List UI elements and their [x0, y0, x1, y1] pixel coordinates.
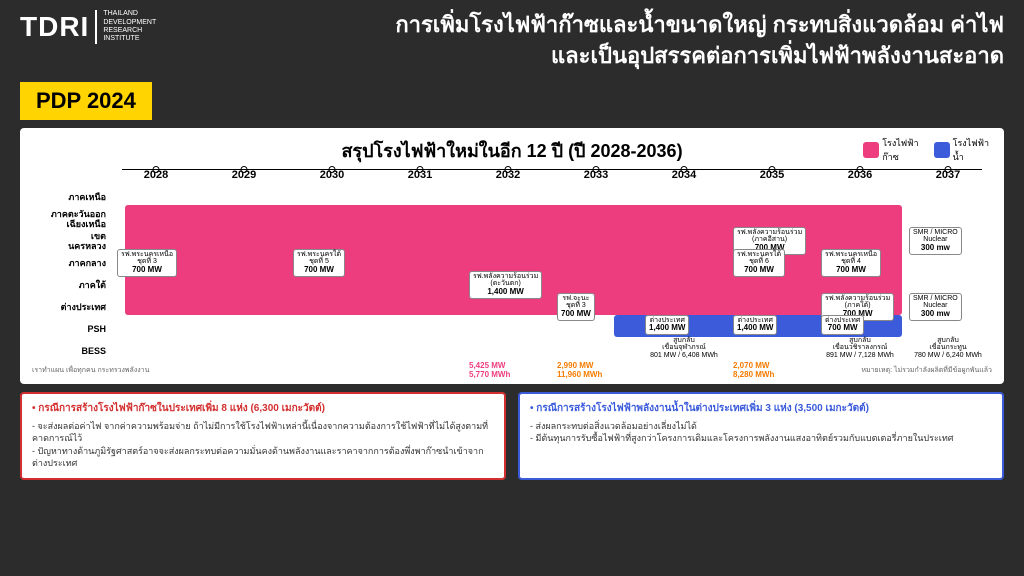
row-label: ภาคใต้ [32, 281, 112, 291]
row-label: ภาคตะวันออก เฉียงเหนือ [32, 210, 112, 230]
box-hydro: • กรณีการสร้างโรงไฟฟ้าพลังงานน้ำในต่างปร… [518, 392, 1004, 480]
notes: เราทำแผน เพื่อทุกคน กระทรวงพลังงาน หมายเ… [32, 365, 992, 376]
box-gas-title: • กรณีการสร้างโรงไฟฟ้าก๊าซในประเทศเพิ่ม … [32, 402, 494, 416]
logo-divider [95, 10, 97, 44]
box-gas-body: - จะส่งผลต่อค่าไฟ จากค่าความพร้อมจ่าย ถ้… [32, 420, 494, 470]
bess-item: 5,425 MW5,770 MWh [469, 361, 510, 379]
legend: โรงไฟฟ้า ก๊าซ โรงไฟฟ้า น้ำ [863, 136, 989, 164]
logo-text: TDRI [20, 11, 89, 43]
note-right: หมายเหตุ: ไม่รวมกำลังผลิตที่มีข้อผูกพันแ… [861, 365, 992, 376]
year-row: 2028202920302031203220332034203520362037 [112, 169, 992, 181]
row-label: BESS [32, 347, 112, 357]
plant-box: ต่างประเทศ1,400 MW [645, 315, 689, 335]
rows: ภาคเหนือภาคตะวันออก เฉียงเหนือเขต นครหลว… [32, 187, 992, 363]
psh-item: สูบกลับเขื่อนกระทูน780 MW / 6,240 MWh [894, 337, 1002, 360]
legend-hydro: โรงไฟฟ้า น้ำ [934, 136, 989, 164]
legend-hydro-label: โรงไฟฟ้า น้ำ [953, 136, 989, 164]
legend-gas-label: โรงไฟฟ้า ก๊าซ [882, 136, 918, 164]
row-label: ต่างประเทศ [32, 303, 112, 313]
bess-item: 2,990 MW11,960 MWh [557, 361, 602, 379]
plant-box: รฟ.พระนครเหนือชุดที่ 3700 MW [117, 249, 177, 277]
chart-panel: สรุปโรงไฟฟ้าใหม่ในอีก 12 ปี (ปี 2028-203… [20, 128, 1004, 384]
pdp-badge: PDP 2024 [20, 82, 152, 120]
year-2037: 2037 [904, 169, 992, 181]
plant-box: SMR / MICRONuclear300 mw [909, 227, 962, 255]
chart-title: สรุปโรงไฟฟ้าใหม่ในอีก 12 ปี (ปี 2028-203… [32, 136, 992, 165]
year-2034: 2034 [640, 169, 728, 181]
row-content [112, 209, 992, 231]
psh-item: สูบกลับเขื่อนจุฬาภรณ์801 MW / 6,408 MWh [630, 337, 738, 360]
year-2030: 2030 [288, 169, 376, 181]
plant-box: รฟ.พระนครเหนือชุดที่ 4700 MW [821, 249, 881, 277]
info-boxes: • กรณีการสร้างโรงไฟฟ้าก๊าซในประเทศเพิ่ม … [20, 392, 1004, 480]
plant-box: รฟ.พระนครใต้ชุดที่ 6700 MW [733, 249, 785, 277]
plant-box: รฟ.พระนครใต้ชุดที่ 5700 MW [293, 249, 345, 277]
note-left: เราทำแผน เพื่อทุกคน กระทรวงพลังงาน [32, 365, 149, 376]
page-title: การเพิ่มโรงไฟฟ้าก๊าซและน้ำขนาดใหญ่ กระทบ… [171, 10, 1004, 72]
bess-item: 2,070 MW8,280 MWh [733, 361, 774, 379]
plant-box: รฟ.พลังความร้อนร่วม(ตะวันตก)1,400 MW [469, 271, 542, 299]
year-2028: 2028 [112, 169, 200, 181]
year-2032: 2032 [464, 169, 552, 181]
row-content [112, 187, 992, 209]
box-hydro-title: • กรณีการสร้างโรงไฟฟ้าพลังงานน้ำในต่างปร… [530, 402, 992, 416]
plant-box: SMR / MICRONuclear300 mw [909, 293, 962, 321]
row-label: ภาคกลาง [32, 259, 112, 269]
plant-box: ต่างประเทศ700 MW [821, 315, 864, 335]
plant-box: รฟ.จะนะชุดที่ 3700 MW [557, 293, 595, 321]
logo: TDRI THAILAND DEVELOPMENT RESEARCH INSTI… [20, 10, 156, 44]
plant-box: ต่างประเทศ1,400 MW [733, 315, 777, 335]
row-0: ภาคเหนือ [32, 187, 992, 209]
year-2029: 2029 [200, 169, 288, 181]
box-gas: • กรณีการสร้างโรงไฟฟ้าก๊าซในประเทศเพิ่ม … [20, 392, 506, 480]
hydro-icon [934, 142, 950, 158]
header: TDRI THAILAND DEVELOPMENT RESEARCH INSTI… [0, 0, 1024, 77]
logo-subtitle: THAILAND DEVELOPMENT RESEARCH INSTITUTE [103, 10, 156, 44]
year-2036: 2036 [816, 169, 904, 181]
year-2033: 2033 [552, 169, 640, 181]
row-label: PSH [32, 325, 112, 335]
box-hydro-body: - ส่งผลกระทบต่อสิ่งแวดล้อมอย่างเลี่ยงไม่… [530, 420, 992, 445]
year-2035: 2035 [728, 169, 816, 181]
row-label: ภาคเหนือ [32, 193, 112, 203]
timeline: 2028202920302031203220332034203520362037… [32, 169, 992, 363]
row-label: เขต นครหลวง [32, 232, 112, 252]
gas-icon [863, 142, 879, 158]
row-1: ภาคตะวันออก เฉียงเหนือ [32, 209, 992, 231]
year-2031: 2031 [376, 169, 464, 181]
legend-gas: โรงไฟฟ้า ก๊าซ [863, 136, 918, 164]
